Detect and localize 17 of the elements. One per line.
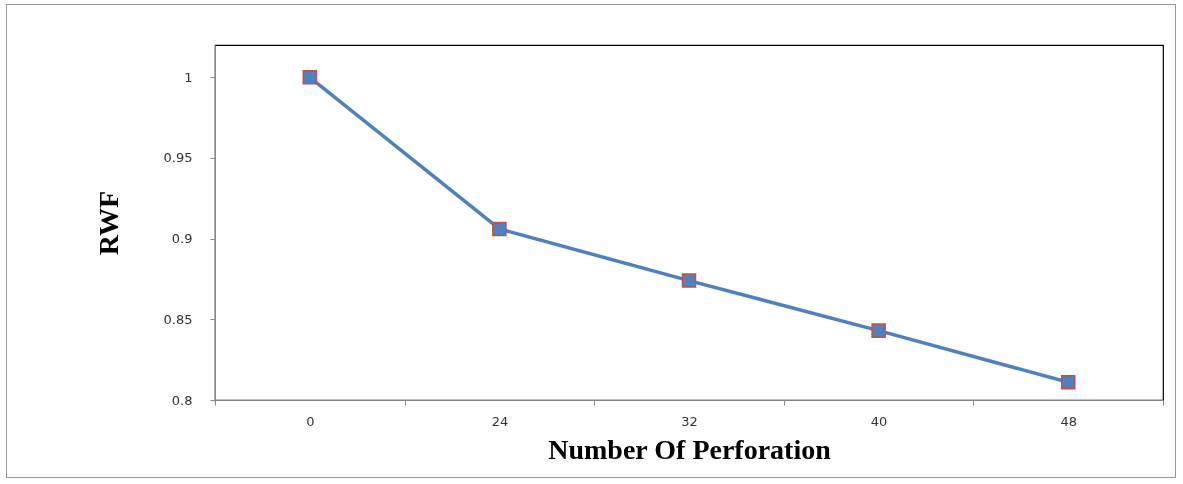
- point: [492, 221, 507, 237]
- x-tick-label: 40: [870, 413, 888, 429]
- point: [302, 70, 318, 85]
- point: [681, 273, 697, 288]
- point: [871, 323, 886, 338]
- x-tick-label: 0: [306, 413, 315, 429]
- y-tick-label: 0.85: [163, 311, 193, 327]
- point: [1060, 374, 1076, 390]
- y-tick-label: 0.8: [171, 392, 193, 408]
- y-tick-label: 0.95: [163, 150, 193, 166]
- y-tick-label: 0.9: [171, 231, 193, 247]
- x-tick-label: 24: [491, 413, 509, 429]
- y-tick-label: 1: [184, 69, 193, 85]
- x-axis-title: Number Of Perforation: [548, 433, 832, 465]
- y-axis-title: RWF: [92, 190, 124, 256]
- x-tick-label: 32: [681, 413, 698, 429]
- x-tick-label: 48: [1060, 413, 1077, 429]
